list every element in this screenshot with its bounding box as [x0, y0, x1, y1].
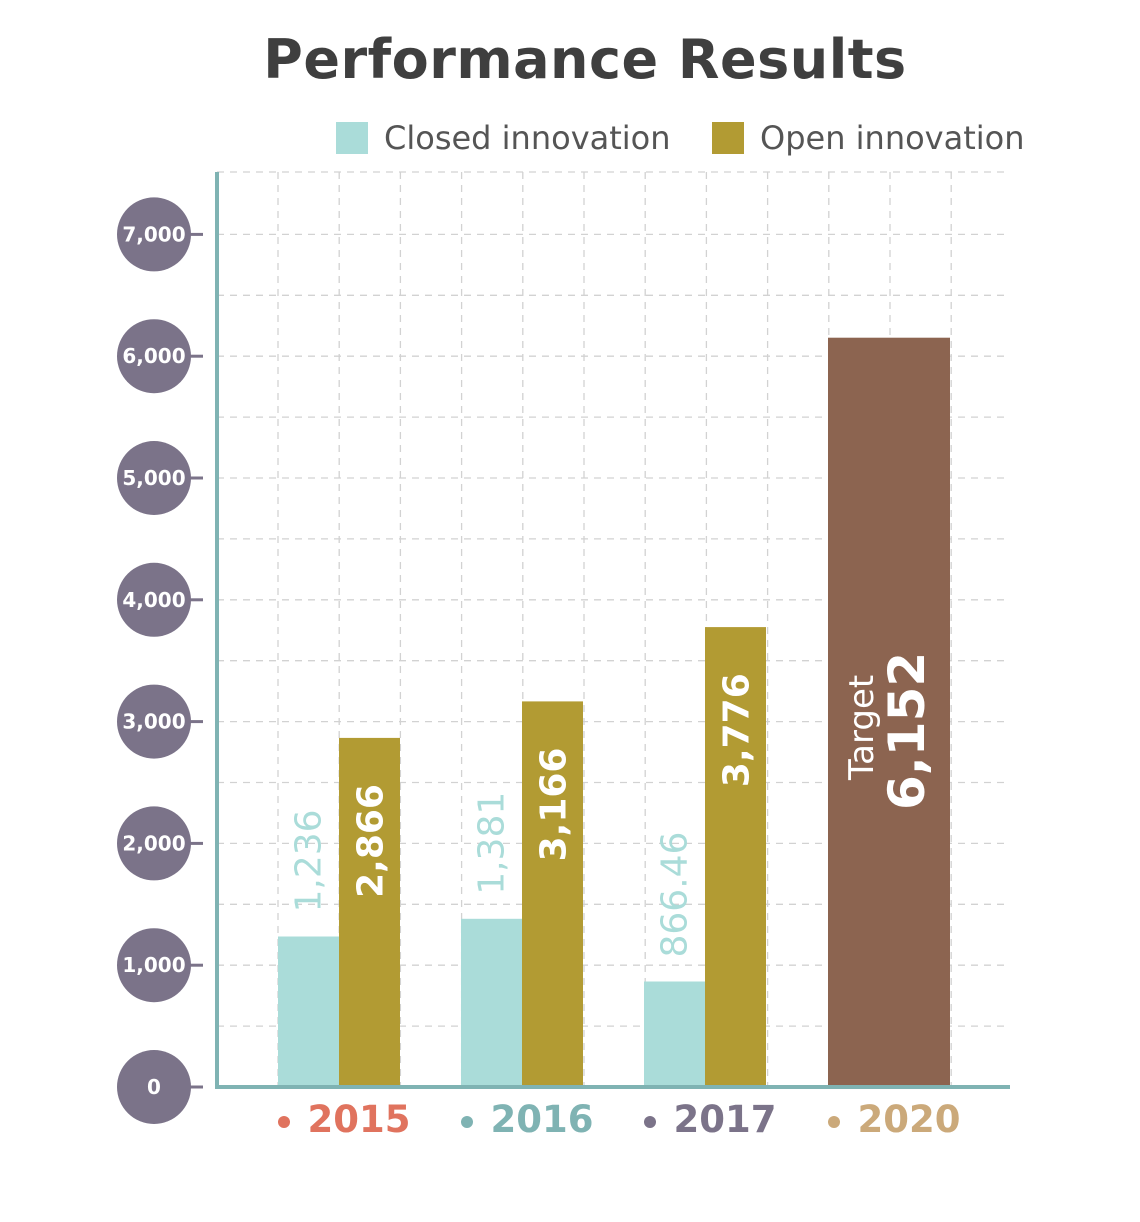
legend-label-open-innovation: Open innovation	[760, 119, 1025, 157]
data-label-open-innovation-2017: 3,776	[717, 673, 758, 787]
x-category-dot-2016	[461, 1116, 473, 1128]
x-category-dot-2015	[278, 1116, 290, 1128]
target-label: Target	[842, 675, 882, 781]
y-tick-label: 7,000	[122, 222, 185, 246]
x-tick-label-2017: 2017	[674, 1098, 777, 1141]
y-tick-label: 0	[147, 1075, 161, 1099]
legend-swatch-closed-innovation	[336, 122, 368, 154]
y-tick-circle	[117, 684, 191, 759]
data-label-closed-innovation-2017: 866.46	[655, 832, 696, 958]
bar-target-2020	[828, 337, 950, 1087]
bar-open-innovation-2017	[705, 627, 766, 1087]
legend-item-closed-innovation: Closed innovation	[336, 118, 671, 158]
y-tick-circle	[117, 928, 191, 1003]
y-tick-label: 3,000	[122, 710, 185, 734]
data-label-closed-innovation-2016: 1,381	[472, 792, 513, 895]
bar-closed-innovation-2015	[278, 936, 339, 1087]
y-tick-label: 5,000	[122, 466, 185, 490]
x-category-dot-2020	[828, 1116, 840, 1128]
y-tick-circle	[117, 806, 191, 881]
y-tick-circle	[117, 319, 191, 394]
data-label-open-innovation-2015: 2,866	[351, 784, 392, 898]
x-category-dot-2017	[644, 1116, 656, 1128]
y-tick-label: 1,000	[122, 953, 185, 977]
bar-open-innovation-2016	[522, 701, 583, 1087]
legend-swatch-open-innovation	[712, 122, 744, 154]
target-value-label: 6,152	[878, 652, 936, 810]
x-tick-label-2020: 2020	[858, 1098, 961, 1141]
bar-closed-innovation-2017	[644, 981, 705, 1087]
chart-title: Performance Results	[263, 28, 907, 91]
x-tick-label-2015: 2015	[308, 1098, 411, 1141]
y-tick-label: 6,000	[122, 344, 185, 368]
y-tick-circle	[117, 197, 191, 272]
legend-item-open-innovation: Open innovation	[712, 118, 1025, 158]
y-tick-circle	[117, 441, 191, 515]
data-label-closed-innovation-2015: 1,236	[289, 809, 330, 912]
legend-label-closed-innovation: Closed innovation	[384, 119, 671, 157]
y-tick-label: 2,000	[122, 831, 185, 855]
x-tick-label-2016: 2016	[491, 1098, 594, 1141]
y-tick-circle	[117, 562, 191, 637]
bar-open-innovation-2015	[339, 737, 400, 1087]
bar-closed-innovation-2016	[461, 918, 522, 1087]
y-tick-label: 4,000	[122, 588, 185, 612]
data-label-open-innovation-2016: 3,166	[534, 748, 575, 862]
y-tick-circle	[117, 1050, 191, 1124]
